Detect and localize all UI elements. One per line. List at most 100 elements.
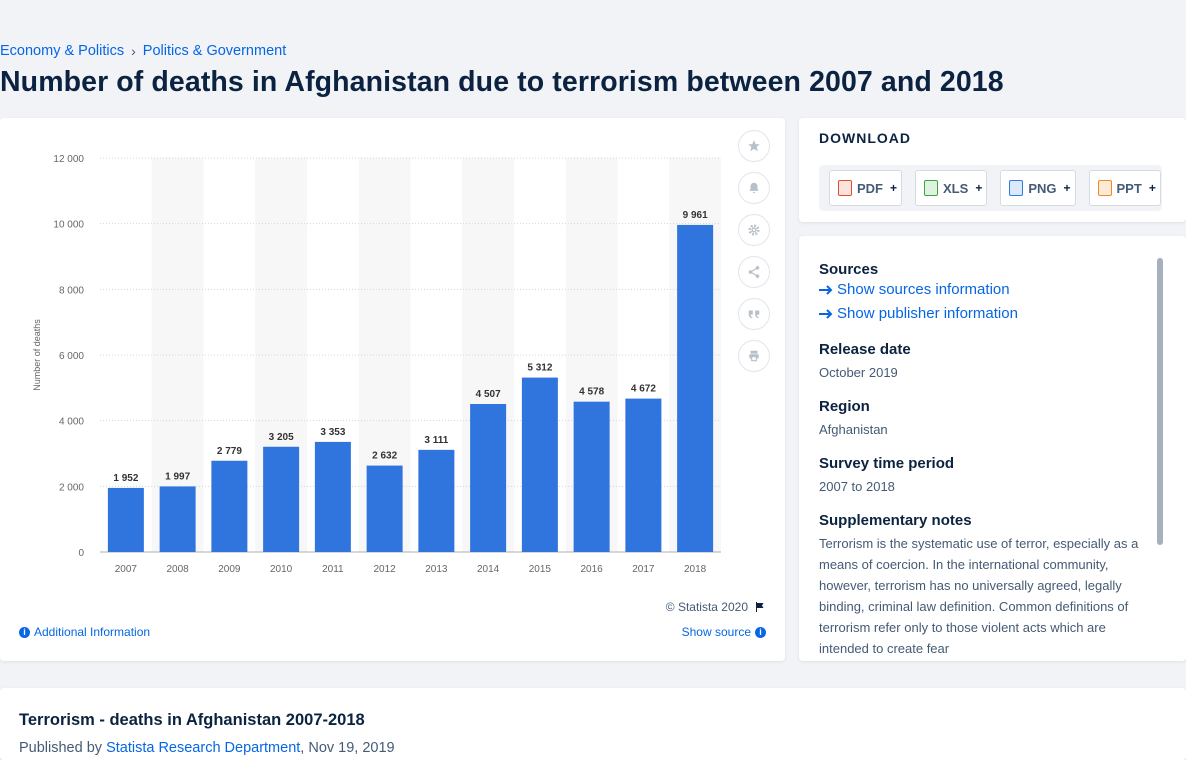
data-label: 4 507 bbox=[476, 389, 501, 400]
download-title: DOWNLOAD bbox=[819, 130, 911, 146]
star-icon[interactable] bbox=[738, 130, 770, 162]
print-icon[interactable] bbox=[738, 340, 770, 372]
publication-title: Terrorism - deaths in Afghanistan 2007-2… bbox=[19, 711, 365, 729]
publisher-link[interactable]: Statista Research Department bbox=[106, 740, 301, 756]
arrow-right-icon bbox=[819, 285, 833, 295]
region-value: Afghanistan bbox=[819, 422, 888, 437]
show-publisher-link[interactable]: Show publisher information bbox=[819, 302, 1149, 326]
bar bbox=[418, 449, 455, 552]
download-ppt-label: PPT bbox=[1116, 180, 1142, 196]
x-tick-label: 2009 bbox=[218, 564, 241, 575]
bar bbox=[677, 224, 714, 552]
x-tick-label: 2011 bbox=[322, 564, 344, 575]
statistic-details-card: Sources Show sources information Show pu… bbox=[799, 236, 1186, 661]
y-tick-label: 12 000 bbox=[53, 154, 84, 165]
quote-icon[interactable] bbox=[738, 298, 770, 330]
x-tick-label: 2015 bbox=[529, 564, 552, 575]
region-block: Region Afghanistan bbox=[819, 398, 1149, 440]
survey-period-value: 2007 to 2018 bbox=[819, 479, 895, 494]
copyright: © Statista 2020 bbox=[666, 600, 766, 614]
data-label: 4 578 bbox=[579, 387, 604, 398]
region-heading: Region bbox=[819, 398, 870, 415]
plus-icon: + bbox=[1148, 181, 1156, 195]
download-png-label: PNG bbox=[1028, 180, 1057, 196]
download-xls-button[interactable]: XLS + bbox=[915, 170, 988, 206]
bar-chart: 0 2 000 4 000 6 000 8 000 10 000 12 000 Number … bbox=[32, 154, 721, 575]
show-sources-label: Show sources information bbox=[837, 281, 1010, 298]
xls-file-icon bbox=[924, 180, 939, 196]
ppt-file-icon bbox=[1097, 180, 1112, 196]
survey-period-block: Survey time period 2007 to 2018 bbox=[819, 455, 1149, 497]
bar bbox=[366, 465, 403, 552]
survey-period-heading: Survey time period bbox=[819, 455, 955, 472]
y-tick-label: 8 000 bbox=[59, 285, 84, 296]
publication-byline: Published by Statista Research Departmen… bbox=[19, 740, 395, 756]
chart-toolbar bbox=[738, 130, 770, 372]
sources-block: Sources Show sources information Show pu… bbox=[819, 261, 1149, 326]
bar bbox=[263, 446, 300, 552]
breadcrumb-separator: › bbox=[131, 43, 136, 59]
data-label: 3 205 bbox=[269, 432, 294, 443]
publication-date: , Nov 19, 2019 bbox=[300, 740, 395, 756]
download-ppt-button[interactable]: PPT + bbox=[1088, 170, 1161, 206]
x-tick-label: 2016 bbox=[581, 564, 604, 575]
x-tick-label: 2013 bbox=[425, 564, 448, 575]
copyright-text: © Statista 2020 bbox=[665, 600, 748, 614]
top-bar bbox=[0, 0, 1186, 36]
published-by-prefix: Published by bbox=[19, 740, 103, 756]
publication-card: Terrorism - deaths in Afghanistan 2007-2… bbox=[0, 688, 1186, 760]
bar bbox=[159, 486, 196, 552]
bar bbox=[314, 441, 351, 552]
show-source-link[interactable]: Show source i bbox=[682, 625, 766, 639]
download-pdf-label: PDF bbox=[857, 180, 883, 196]
data-label: 1 997 bbox=[165, 471, 190, 482]
data-label: 4 672 bbox=[631, 384, 656, 395]
show-source-label: Show source bbox=[681, 625, 751, 639]
data-label: 2 632 bbox=[372, 451, 397, 462]
breadcrumb: Economy & Politics › Politics & Governme… bbox=[0, 43, 286, 59]
additional-information-link[interactable]: i Additional Information bbox=[19, 625, 150, 639]
chart-card: 0 2 000 4 000 6 000 8 000 10 000 12 000 Number … bbox=[0, 118, 785, 661]
breadcrumb-economy-politics[interactable]: Economy & Politics bbox=[0, 43, 125, 59]
details-scroll-thumb[interactable] bbox=[1157, 258, 1163, 545]
x-tick-label: 2017 bbox=[632, 564, 655, 575]
bar bbox=[521, 377, 558, 552]
plus-icon: + bbox=[890, 181, 898, 195]
download-card: DOWNLOAD PDF + XLS + PNG + PPT + bbox=[799, 118, 1186, 222]
supplementary-notes-value: Terrorism is the systematic use of terro… bbox=[819, 536, 1139, 656]
page-title: Number of deaths in Afghanistan due to t… bbox=[0, 66, 1004, 98]
y-tick-label: 4 000 bbox=[59, 417, 84, 428]
supplementary-notes-block: Supplementary notes Terrorism is the sys… bbox=[819, 512, 1149, 659]
y-tick-label: 6 000 bbox=[59, 351, 84, 362]
share-icon[interactable] bbox=[738, 256, 770, 288]
data-label: 9 961 bbox=[683, 210, 708, 221]
x-tick-label: 2014 bbox=[477, 564, 500, 575]
x-tick-label: 2018 bbox=[684, 564, 707, 575]
download-png-button[interactable]: PNG + bbox=[1000, 170, 1076, 206]
breadcrumb-politics-government[interactable]: Politics & Government bbox=[142, 43, 287, 59]
show-sources-link[interactable]: Show sources information bbox=[819, 278, 1149, 302]
x-tick-label: 2007 bbox=[115, 564, 138, 575]
arrow-right-icon bbox=[819, 309, 833, 319]
data-label: 3 111 bbox=[424, 435, 448, 446]
bar bbox=[211, 460, 248, 552]
download-buttons: PDF + XLS + PNG + PPT + bbox=[819, 165, 1162, 211]
bar bbox=[107, 487, 144, 552]
bar bbox=[573, 401, 610, 552]
png-file-icon bbox=[1009, 180, 1024, 196]
plus-icon: + bbox=[975, 181, 983, 195]
x-tick-label: 2012 bbox=[374, 564, 397, 575]
bar bbox=[470, 404, 507, 552]
download-pdf-button[interactable]: PDF + bbox=[829, 170, 903, 206]
details-scrollbar[interactable] bbox=[1157, 258, 1163, 545]
x-tick-label: 2010 bbox=[270, 564, 293, 575]
x-tick-label: 2008 bbox=[167, 564, 190, 575]
release-date-value: October 2019 bbox=[819, 365, 898, 380]
sources-heading: Sources bbox=[819, 261, 879, 278]
data-label: 2 779 bbox=[217, 446, 242, 457]
release-date-block: Release date October 2019 bbox=[819, 341, 1149, 383]
bar bbox=[625, 398, 662, 552]
bell-icon[interactable] bbox=[738, 172, 770, 204]
flag-icon[interactable] bbox=[754, 601, 766, 613]
gear-icon[interactable] bbox=[738, 214, 770, 246]
